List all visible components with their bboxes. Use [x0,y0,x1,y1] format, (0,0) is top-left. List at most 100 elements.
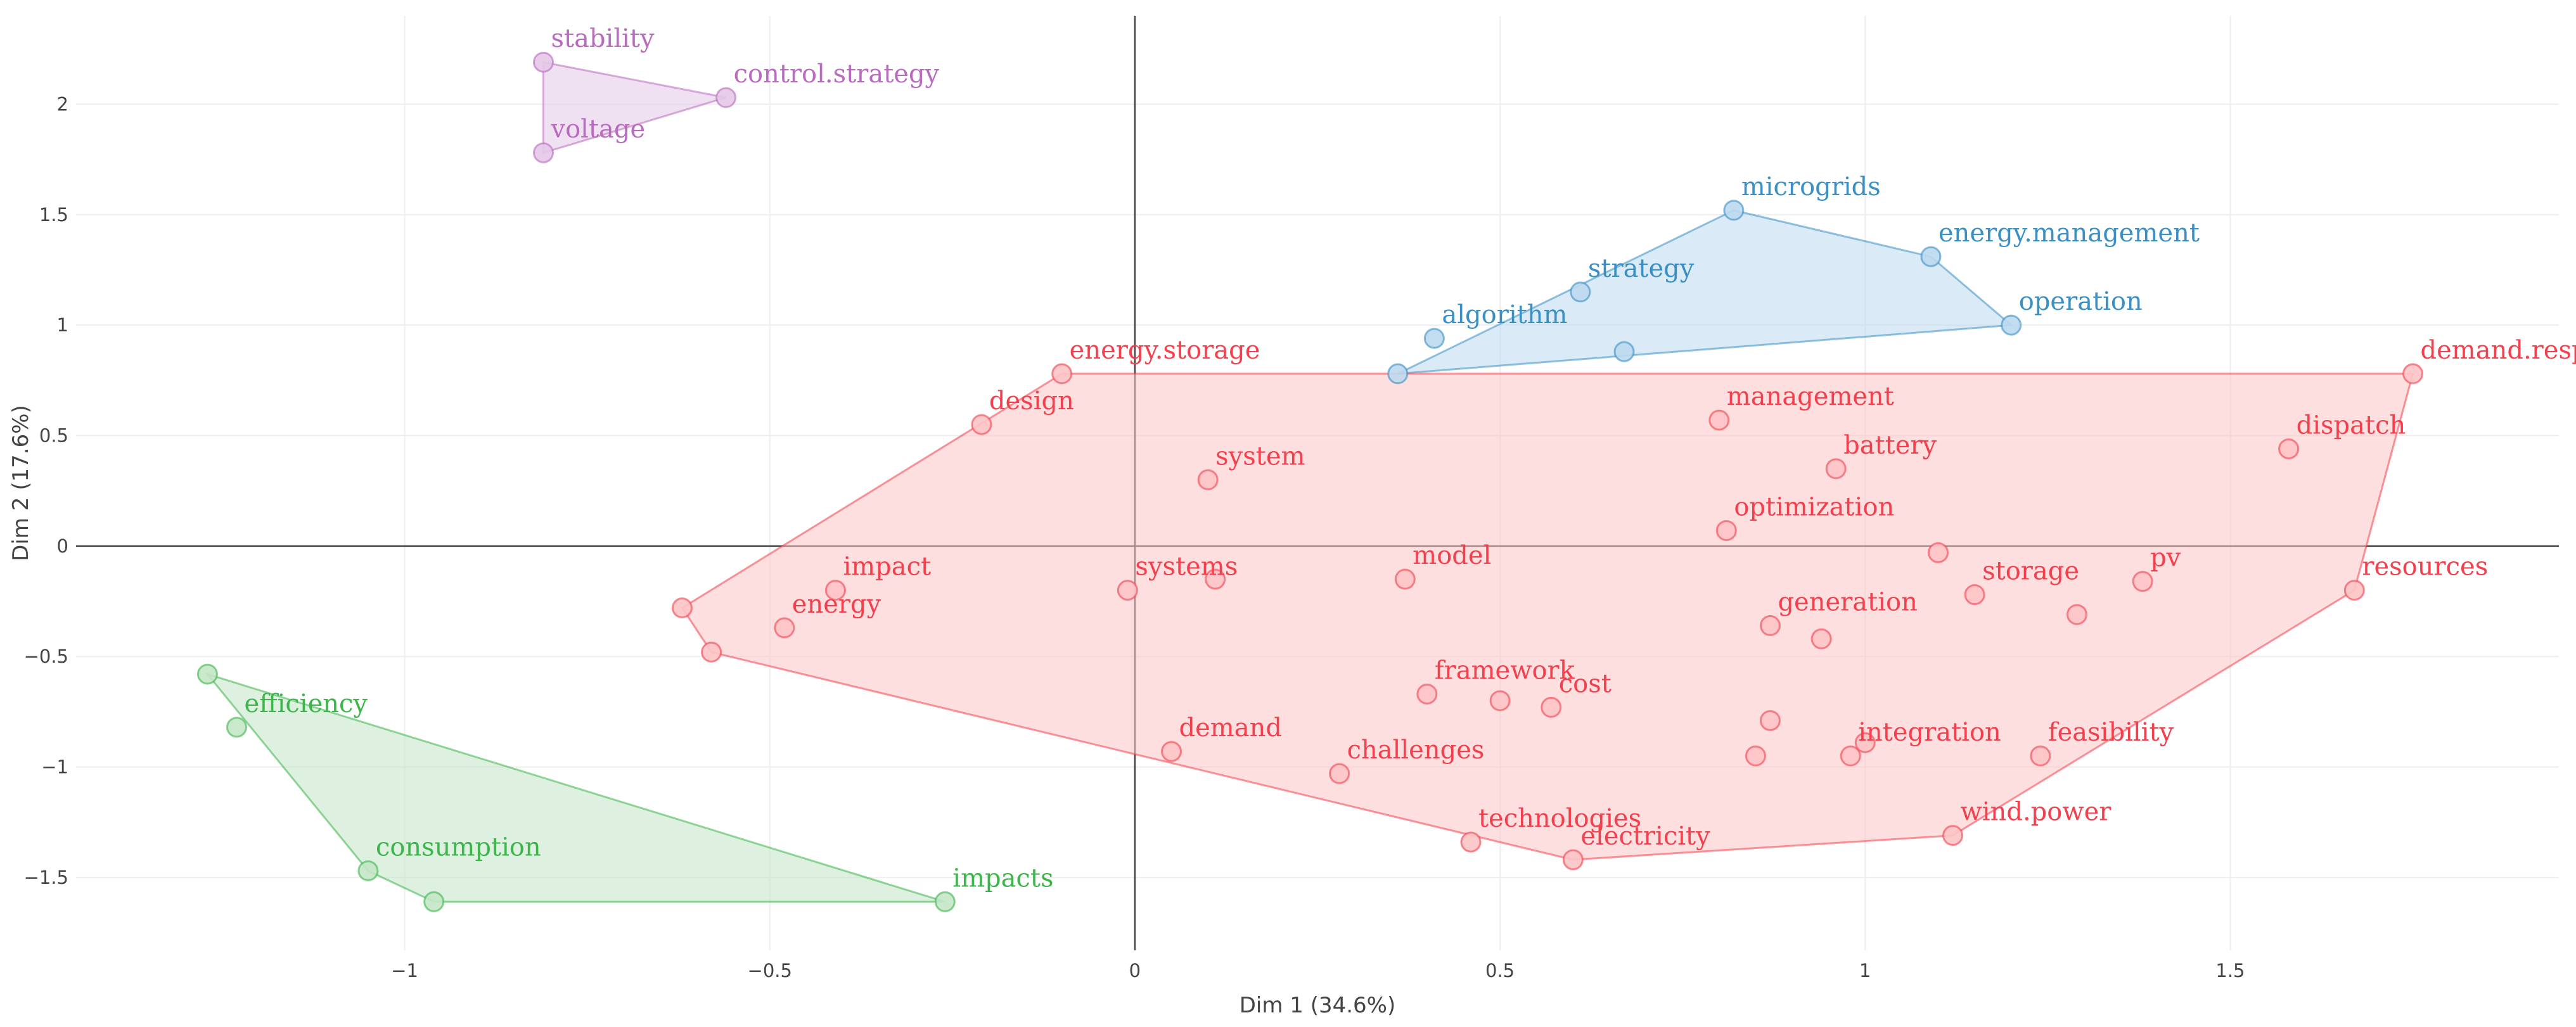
cluster-red-point [1489,690,1511,711]
point-label: demand.response [2421,336,2576,365]
cluster-blue-point [1723,200,1745,221]
cluster-red-point [1745,745,1766,767]
point-label: design [989,386,1074,416]
cluster-blue-point [1423,328,1445,349]
point-label: operation [2019,287,2143,316]
cluster-red-point [1541,696,1562,718]
cluster-red-point [1964,584,1985,606]
cluster-red-point [1810,628,1832,649]
y-tick-label: 1.5 [39,204,68,226]
cluster-red-point [1197,469,1219,490]
cluster-red-point [971,414,992,435]
cluster-red-point [2343,580,2365,601]
cluster-hulls [205,61,2414,903]
point-label: optimization [1734,492,1894,521]
point-label: system [1215,442,1305,471]
cluster-red-point [1205,568,1226,590]
cluster-red-point [2066,604,2087,625]
data-points [196,51,2424,912]
cluster-green-point [423,891,445,912]
x-tick-label: −1 [391,960,418,981]
x-tick-label: 0.5 [1485,960,1515,981]
point-label: control.strategy [734,60,940,89]
point-label: algorithm [1442,300,1567,329]
point-label: efficiency [245,689,368,718]
point-label: management [1727,382,1894,411]
point-label: energy.storage [1070,336,1260,365]
x-axis-title: Dim 1 (34.6%) [1240,993,1396,1018]
point-label: energy [792,590,881,619]
point-label: resources [2362,552,2488,582]
y-tick-label: 0 [57,535,68,557]
cluster-red-point [2402,363,2424,385]
y-tick-label: 0.5 [39,425,68,447]
x-tick-label: 1 [1859,960,1871,981]
cluster-red-point [1840,745,1861,767]
cluster-red-point [1825,458,1847,480]
cluster-red-point [824,580,846,601]
cluster-blue-point [1613,341,1635,362]
cluster-red-point [1942,825,1964,846]
point-label: framework [1435,656,1575,686]
x-tick-label: 1.5 [2215,960,2245,981]
cluster-red-point [2278,438,2300,459]
point-label: systems [1135,552,1238,582]
point-label: microgrids [1741,172,1881,201]
point-label: pv [2150,544,2181,573]
y-tick-label: −0.5 [24,646,68,667]
cluster-red-point [1759,710,1781,731]
y-tick-label: −1 [41,756,68,778]
point-label: impacts [952,864,1053,893]
point-label: cost [1559,669,1612,698]
point-label: voltage [551,115,646,144]
cluster-red-point [701,641,722,663]
cluster-blue-point [1387,363,1409,385]
point-label: battery [1843,431,1937,460]
cluster-red-point [1708,409,1730,431]
point-label: dispatch [2297,411,2406,440]
point-label: model [1413,541,1491,570]
point-label: demand [1179,713,1282,743]
cluster-purple-hull [542,61,727,155]
point-label: strategy [1588,254,1695,283]
cluster-red-point [1928,542,1949,563]
point-label: challenges [1347,736,1485,765]
cluster-blue-hull [1397,209,2014,375]
cluster-red-point [1329,763,1350,784]
cluster-blue-point [1570,281,1591,303]
y-tick-label: 1 [57,314,68,336]
point-label: stability [551,24,655,53]
cluster-green-point [934,891,956,912]
cluster-red-point [1562,849,1584,871]
point-labels: stability control.strategy voltage microgri… [245,24,2576,893]
point-label: feasibility [2048,718,2174,747]
point-label: impact [843,552,931,582]
cluster-red-point [774,617,795,639]
cluster-green-point [226,717,248,738]
cluster-red-point [1051,363,1073,385]
cluster-red-point [671,597,693,619]
cluster-red-hull [681,373,2414,861]
point-label: energy.management [1938,219,2200,248]
cluster-red-point [1759,615,1781,636]
cluster-green-point [196,663,218,685]
cluster-red-point [1715,520,1737,541]
cluster-blue-point [2001,314,2022,336]
x-tick-label: −0.5 [748,960,792,981]
cluster-red-point [1117,580,1138,601]
point-label: integration [1858,718,2001,747]
cluster-red-point [2132,571,2153,592]
cluster-purple-point [533,142,554,163]
cluster-red-point [1394,568,1416,590]
y-tick-label: −1.5 [24,867,68,888]
cluster-red-point [1161,741,1182,762]
cluster-green-point [357,860,379,881]
point-label: storage [1982,557,2079,586]
cluster-red-point [1460,831,1482,853]
point-label: electricity [1580,822,1710,851]
point-label: generation [1778,587,1917,616]
cluster-red-point [1854,732,1876,753]
cluster-red-point [2030,745,2051,767]
y-axis-title: Dim 2 (17.6%) [8,405,34,561]
